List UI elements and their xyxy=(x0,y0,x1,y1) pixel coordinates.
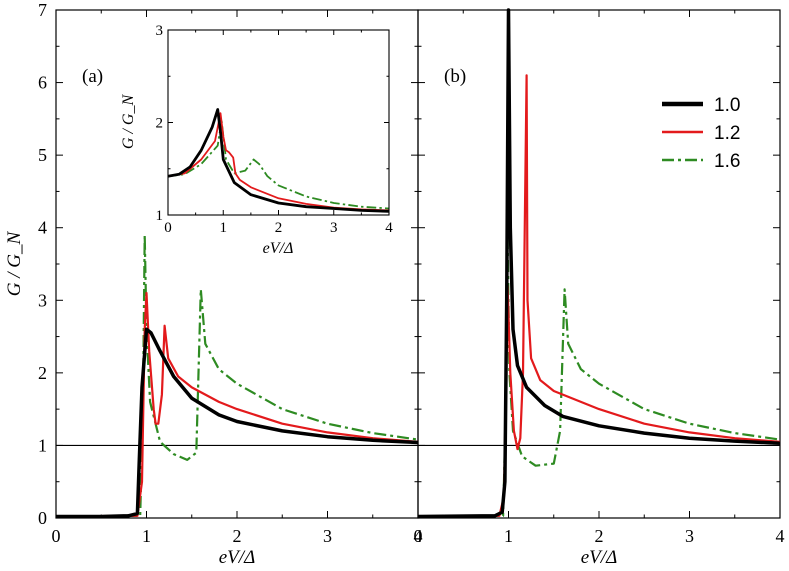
x-axis-label-b: eV/Δ xyxy=(581,547,617,568)
legend-label-1.0: 1.0 xyxy=(714,95,740,116)
x-tick-label: 1 xyxy=(504,526,513,546)
x-axis-label-a-text: eV/Δ xyxy=(219,547,255,568)
x-tick-label: 4 xyxy=(385,220,393,236)
x-axis-label-a: eV/Δ xyxy=(219,547,255,568)
series-line-1.6 xyxy=(55,233,419,518)
x-tick-label: 0 xyxy=(164,220,172,236)
legend-label-1.6: 1.6 xyxy=(714,151,740,172)
inset-y-axis-label: G / G_N xyxy=(120,94,137,150)
x-tick-label: 1 xyxy=(220,220,228,236)
x-tick-label: 3 xyxy=(323,526,332,546)
inset-x-axis-label: eV/Δ xyxy=(263,240,294,257)
series-line-1.0 xyxy=(417,8,781,519)
x-tick-label: 0 xyxy=(414,526,423,546)
y-tick-label: 1 xyxy=(38,435,47,455)
x-tick-label: 3 xyxy=(330,220,338,236)
inset-background xyxy=(168,30,389,215)
x-tick-label: 2 xyxy=(595,526,604,546)
series-line-1.0 xyxy=(167,108,390,213)
y-tick-label: 3 xyxy=(156,23,164,39)
series-line-1.2 xyxy=(55,291,419,518)
x-tick-label: 0 xyxy=(52,526,61,546)
inset-x-axis-label-text: eV/Δ xyxy=(263,240,294,257)
y-tick-label: 5 xyxy=(38,145,47,165)
y-tick-label: 7 xyxy=(38,0,47,20)
legend-label-1.2: 1.2 xyxy=(714,123,740,144)
y-axis-label-text: G / G_N xyxy=(4,230,25,296)
x-tick-label: 4 xyxy=(414,526,423,546)
panel-a-tag: (a) xyxy=(82,66,103,87)
series-line-1.0 xyxy=(56,327,419,519)
y-tick-label: 4 xyxy=(38,218,47,238)
x-tick-label: 1 xyxy=(142,526,151,546)
panel-b: 0 1 2 3 4 xyxy=(414,8,785,546)
inset-frame xyxy=(167,29,390,216)
series-line-1.2 xyxy=(167,112,390,212)
x-axis-label-b-text: eV/Δ xyxy=(581,547,617,568)
y-tick-label: 2 xyxy=(156,116,164,132)
panel-b-tag: (b) xyxy=(444,66,466,87)
x-tick-label: 2 xyxy=(275,220,283,236)
x-tick-label: 2 xyxy=(233,526,242,546)
series-line-1.6 xyxy=(167,119,390,210)
legend: 1.0 1.2 1.6 xyxy=(662,95,740,172)
y-tick-label: 2 xyxy=(38,363,47,383)
x-tick-label: 4 xyxy=(776,526,785,546)
y-tick-label: 1 xyxy=(156,208,164,224)
y-tick-label: 0 xyxy=(38,508,47,528)
y-axis-label: G / G_N xyxy=(4,230,25,296)
inset-y-axis-label-text: G / G_N xyxy=(120,94,137,150)
series-line-1.6 xyxy=(417,233,781,518)
y-tick-label: 3 xyxy=(38,290,47,310)
x-tick-label: 3 xyxy=(685,526,694,546)
y-tick-label: 6 xyxy=(38,73,47,93)
